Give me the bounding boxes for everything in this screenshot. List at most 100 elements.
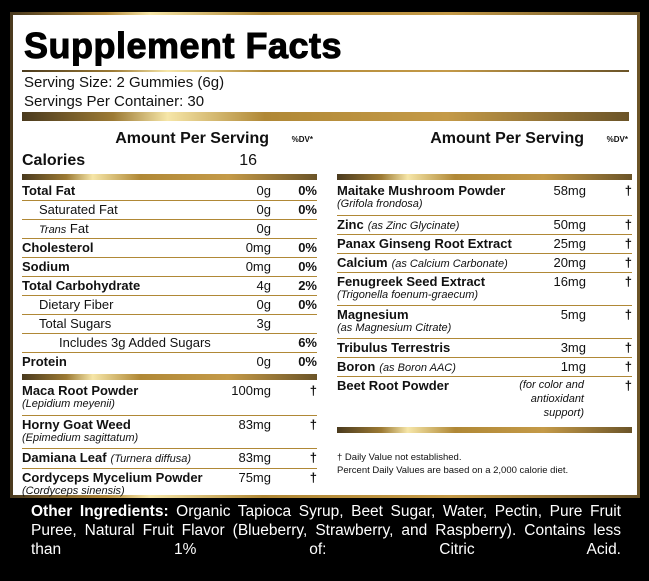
ingredient-source: (Lepidium meyenii) <box>22 398 115 410</box>
ingredient-name: Boron (as Boron AAC) <box>337 358 528 374</box>
ingredient-dv: † <box>624 378 632 393</box>
ingredient-dv: † <box>309 417 317 432</box>
nutrient-dv: 0% <box>298 183 317 198</box>
ingredient-row: Tribulus Terrestris 3mg † <box>337 339 632 358</box>
ingredient-name: Cordyceps Mycelium Powder (Cordyceps sine… <box>22 469 213 497</box>
ingredient-row: Boron (as Boron AAC) 1mg † <box>337 358 632 377</box>
other-ingredients-text: Organic Tapioca Syrup, Beet Sugar, Water… <box>31 503 621 558</box>
ingredient-name: Damiana Leaf (Turnera diffusa) <box>22 449 213 465</box>
ingredient-amount: 75mg <box>238 470 271 485</box>
nutrient-amount: 0g <box>256 354 271 369</box>
nutrient-name: Includes 3g Added Sugars <box>59 335 211 350</box>
ingredient-dv: † <box>624 183 632 198</box>
ingredient-name: Beet Root Powder <box>337 377 498 393</box>
footnotes: † Daily Value not established. Percent D… <box>337 451 632 477</box>
ingredient-row: Maca Root Powder (Lepidium meyenii) 100mg † <box>22 382 317 416</box>
nutrient-name: Saturated Fat <box>39 202 118 217</box>
ingredient-amount: 5mg <box>560 307 586 322</box>
trans-prefix: Trans <box>39 224 67 236</box>
ingredient-name: Calcium (as Calcium Carbonate) <box>337 254 528 270</box>
ingredient-dv: † <box>309 450 317 465</box>
ingredient-amount: 83mg <box>238 417 271 432</box>
ingredient-name: Panax Ginseng Root Extract <box>337 235 528 251</box>
divider-thick <box>337 427 632 433</box>
ingredient-source: (Cordyceps sinensis) <box>22 485 125 497</box>
ingredient-amount: 3mg <box>560 340 586 355</box>
nutrient-row: Saturated Fat 0g 0% <box>22 201 317 220</box>
divider-thick <box>22 174 317 180</box>
ingredient-name-text: Cordyceps Mycelium Powder <box>22 470 203 485</box>
ingredient-dv: † <box>624 359 632 374</box>
ingredient-amount: 58mg <box>553 183 586 198</box>
nutrient-dv: 0% <box>298 354 317 369</box>
nutrient-name: Dietary Fiber <box>39 297 114 312</box>
divider-thick <box>22 374 317 380</box>
nutrient-amount <box>213 334 283 335</box>
nutrient-amount: 0g <box>256 297 271 312</box>
nutrient-name: Total Carbohydrate <box>22 278 141 293</box>
nutrient-dv: 2% <box>298 278 317 293</box>
ingredient-name: Tribulus Terrestris <box>337 339 528 355</box>
nutrient-name: Trans Fat <box>22 220 213 236</box>
nutrient-row: Sodium 0mg 0% <box>22 258 317 277</box>
ingredient-row: Calcium (as Calcium Carbonate) 20mg † <box>337 254 632 273</box>
nutrient-amount: 0mg <box>245 240 271 255</box>
ingredient-amount: 100mg <box>231 383 271 398</box>
ingredient-name: Horny Goat Weed (Epimedium sagittatum) <box>22 416 213 444</box>
ingredient-source: (as Calcium Carbonate) <box>391 258 508 270</box>
nutrient-amount: 0g <box>256 202 271 217</box>
ingredient-dv: † <box>624 274 632 289</box>
amount-header: Amount Per Serving <box>115 130 269 147</box>
ingredient-name-text: Maitake Mushroom Powder <box>337 183 506 198</box>
ingredient-name-text: Beet Root Powder <box>337 378 449 393</box>
ingredient-amount: 1mg <box>560 359 586 374</box>
ingredient-dv: † <box>624 217 632 232</box>
amount-header: Amount Per Serving <box>430 130 584 147</box>
nutrient-row: Total Sugars 3g <box>22 315 317 334</box>
nutrient-amount: 0mg <box>245 259 271 274</box>
ingredient-row: Zinc (as Zinc Glycinate) 50mg † <box>337 216 632 235</box>
nutrient-name: Total Fat <box>22 183 76 198</box>
ingredient-name: Maca Root Powder (Lepidium meyenii) <box>22 382 213 410</box>
nutrient-amount: 3g <box>256 316 271 331</box>
ingredient-name-text: Boron <box>337 359 376 374</box>
ingredient-source: (Epimedium sagittatum) <box>22 432 139 444</box>
ingredient-name: Fenugreek Seed Extract (Trigonella foenum… <box>337 273 528 301</box>
nutrient-amount: 0g <box>256 183 271 198</box>
ingredient-name-text: Horny Goat Weed <box>22 417 131 432</box>
ingredient-dv: † <box>309 470 317 485</box>
dv-header: %DV* <box>606 135 628 144</box>
serving-info: Serving Size: 2 Gummies (6g) Servings Pe… <box>24 73 224 111</box>
column-header: Amount Per Serving %DV* <box>22 128 317 152</box>
divider <box>22 70 629 72</box>
divider-thick <box>337 174 632 180</box>
ingredient-row: Magnesium (as Magnesium Citrate) 5mg † <box>337 306 632 339</box>
ingredient-amount: 25mg <box>553 236 586 251</box>
nutrient-name: Total Sugars <box>39 316 112 331</box>
ingredient-amount: 83mg <box>238 450 271 465</box>
ingredient-source: (as Boron AAC) <box>379 362 456 374</box>
ingredient-row: Beet Root Powder (for color and antioxida… <box>337 377 632 423</box>
nutrient-amount: 4g <box>256 278 271 293</box>
right-column: Amount Per Serving %DV* Maitake Mushroom… <box>337 128 632 477</box>
ingredient-name-text: Zinc <box>337 217 364 232</box>
footnote: † Daily Value not established. <box>337 452 462 463</box>
ingredient-amount: 16mg <box>553 274 586 289</box>
column-header: Amount Per Serving %DV* <box>337 128 632 152</box>
nutrient-dv <box>283 315 317 316</box>
serving-size: Serving Size: 2 Gummies (6g) <box>24 74 225 91</box>
nutrient-amount: 0g <box>256 221 271 236</box>
ingredient-name-text: Fenugreek Seed Extract <box>337 274 486 289</box>
ingredient-row: Cordyceps Mycelium Powder (Cordyceps sine… <box>22 469 317 503</box>
nutrient-dv <box>283 220 317 221</box>
ingredient-name-text: Maca Root Powder <box>22 383 139 398</box>
page-title: Supplement Facts <box>23 25 343 67</box>
ingredient-source: (Grifola frondosa) <box>337 198 423 210</box>
left-column: Amount Per Serving %DV* Calories 16 Tota… <box>22 128 317 503</box>
ingredient-name-text: Panax Ginseng Root Extract <box>337 236 512 251</box>
ingredient-name-text: Magnesium <box>337 307 409 322</box>
nutrient-row: Cholesterol 0mg 0% <box>22 239 317 258</box>
nutrient-dv: 0% <box>298 297 317 312</box>
nutrient-dv: 0% <box>298 259 317 274</box>
ingredient-name: Maitake Mushroom Powder (Grifola frondosa… <box>337 182 528 210</box>
